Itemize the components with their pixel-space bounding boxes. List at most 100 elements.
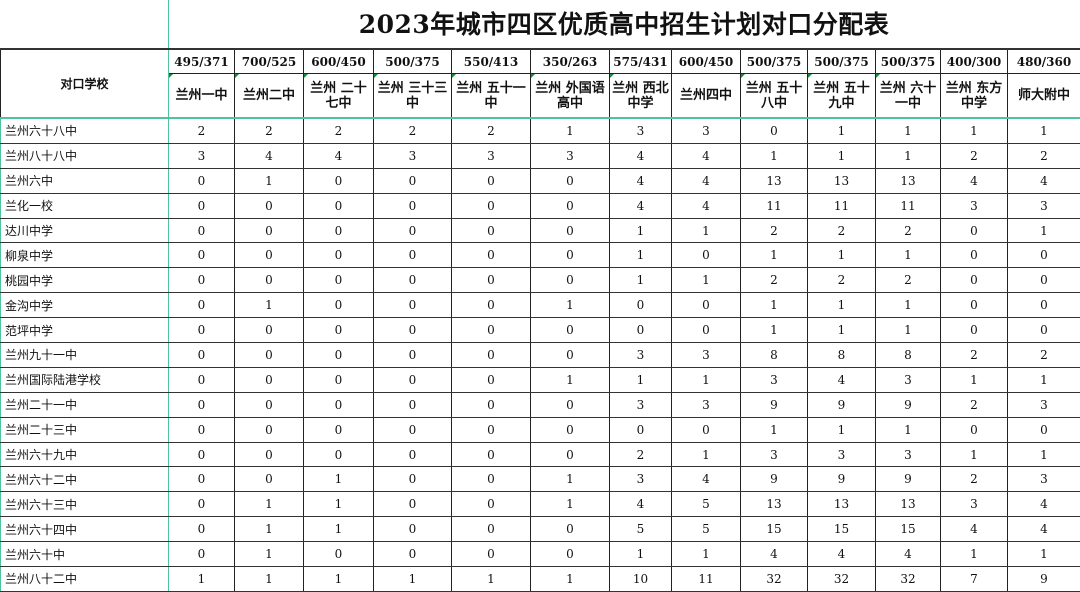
quota-cell[interactable]: 0 (169, 318, 235, 343)
quota-cell[interactable]: 0 (941, 417, 1008, 442)
quota-cell[interactable]: 1 (672, 442, 741, 467)
quota-cell[interactable]: 4 (235, 143, 304, 168)
column-school-name[interactable]: 兰州 五十一中 (452, 74, 531, 119)
quota-cell[interactable]: 4 (672, 143, 741, 168)
quota-cell[interactable]: 0 (941, 293, 1008, 318)
quota-cell[interactable]: 0 (452, 168, 531, 193)
quota-cell[interactable]: 9 (808, 467, 876, 492)
quota-cell[interactable]: 0 (531, 442, 610, 467)
quota-cell[interactable]: 1 (941, 367, 1008, 392)
quota-cell[interactable]: 0 (235, 392, 304, 417)
quota-cell[interactable]: 1 (610, 243, 672, 268)
quota-cell[interactable]: 9 (876, 392, 941, 417)
column-quota[interactable]: 500/375 (876, 49, 941, 74)
quota-cell[interactable]: 1 (876, 118, 941, 143)
quota-cell[interactable]: 2 (452, 118, 531, 143)
quota-cell[interactable]: 0 (169, 343, 235, 368)
quota-cell[interactable]: 0 (374, 417, 452, 442)
quota-cell[interactable]: 3 (741, 442, 808, 467)
quota-cell[interactable]: 0 (304, 343, 374, 368)
quota-cell[interactable]: 1 (1008, 367, 1080, 392)
quota-cell[interactable]: 1 (672, 542, 741, 567)
quota-cell[interactable]: 0 (374, 268, 452, 293)
quota-cell[interactable]: 3 (1008, 392, 1080, 417)
quota-cell[interactable]: 0 (452, 343, 531, 368)
quota-cell[interactable]: 0 (1008, 243, 1080, 268)
column-school-name[interactable]: 兰州四中 (672, 74, 741, 119)
row-school-name[interactable]: 兰州八十二中 (1, 567, 169, 592)
quota-cell[interactable]: 0 (169, 367, 235, 392)
row-school-name[interactable]: 兰州二十一中 (1, 392, 169, 417)
quota-cell[interactable]: 4 (1008, 492, 1080, 517)
quota-cell[interactable]: 0 (235, 417, 304, 442)
quota-cell[interactable]: 0 (374, 293, 452, 318)
quota-cell[interactable]: 0 (531, 243, 610, 268)
quota-cell[interactable]: 0 (452, 542, 531, 567)
quota-cell[interactable]: 5 (672, 492, 741, 517)
row-school-name[interactable]: 兰州六十四中 (1, 517, 169, 542)
quota-cell[interactable]: 0 (304, 268, 374, 293)
quota-cell[interactable]: 1 (610, 367, 672, 392)
quota-cell[interactable]: 1 (808, 318, 876, 343)
quota-cell[interactable]: 0 (374, 467, 452, 492)
quota-cell[interactable]: 0 (374, 318, 452, 343)
quota-cell[interactable]: 0 (1008, 417, 1080, 442)
quota-cell[interactable]: 0 (169, 542, 235, 567)
quota-cell[interactable]: 0 (452, 218, 531, 243)
quota-cell[interactable]: 4 (941, 517, 1008, 542)
quota-cell[interactable]: 0 (531, 417, 610, 442)
column-quota[interactable]: 495/371 (169, 49, 235, 74)
quota-cell[interactable]: 1 (876, 417, 941, 442)
column-school-name[interactable]: 兰州 西北中学 (610, 74, 672, 119)
quota-cell[interactable]: 0 (672, 293, 741, 318)
quota-cell[interactable]: 4 (672, 168, 741, 193)
quota-cell[interactable]: 0 (169, 193, 235, 218)
quota-cell[interactable]: 0 (672, 417, 741, 442)
quota-cell[interactable]: 3 (672, 392, 741, 417)
quota-cell[interactable]: 0 (169, 243, 235, 268)
quota-cell[interactable]: 0 (374, 367, 452, 392)
quota-cell[interactable]: 0 (374, 517, 452, 542)
quota-cell[interactable]: 1 (741, 293, 808, 318)
row-school-name[interactable]: 范坪中学 (1, 318, 169, 343)
quota-cell[interactable]: 2 (941, 467, 1008, 492)
quota-cell[interactable]: 2 (941, 143, 1008, 168)
quota-cell[interactable]: 1 (741, 318, 808, 343)
quota-cell[interactable]: 1 (876, 243, 941, 268)
row-school-name[interactable]: 兰州六十中 (1, 542, 169, 567)
quota-cell[interactable]: 0 (941, 218, 1008, 243)
quota-cell[interactable]: 11 (672, 567, 741, 592)
quota-cell[interactable]: 3 (741, 367, 808, 392)
quota-cell[interactable]: 9 (876, 467, 941, 492)
quota-cell[interactable]: 1 (808, 143, 876, 168)
quota-cell[interactable]: 3 (941, 193, 1008, 218)
quota-cell[interactable]: 0 (741, 118, 808, 143)
quota-cell[interactable]: 3 (876, 442, 941, 467)
quota-cell[interactable]: 0 (304, 442, 374, 467)
quota-cell[interactable]: 11 (808, 193, 876, 218)
column-quota[interactable]: 550/413 (452, 49, 531, 74)
quota-cell[interactable]: 3 (610, 467, 672, 492)
quota-cell[interactable]: 1 (672, 268, 741, 293)
quota-cell[interactable]: 2 (741, 218, 808, 243)
quota-cell[interactable]: 11 (741, 193, 808, 218)
quota-cell[interactable]: 1 (235, 492, 304, 517)
column-school-name[interactable]: 兰州一中 (169, 74, 235, 119)
quota-cell[interactable]: 0 (531, 343, 610, 368)
quota-cell[interactable]: 1 (304, 492, 374, 517)
quota-cell[interactable]: 0 (531, 517, 610, 542)
quota-cell[interactable]: 3 (169, 143, 235, 168)
quota-cell[interactable]: 4 (610, 143, 672, 168)
quota-cell[interactable]: 4 (808, 367, 876, 392)
quota-cell[interactable]: 2 (374, 118, 452, 143)
quota-cell[interactable]: 0 (169, 268, 235, 293)
quota-cell[interactable]: 0 (235, 367, 304, 392)
quota-cell[interactable]: 11 (876, 193, 941, 218)
quota-cell[interactable]: 0 (374, 542, 452, 567)
quota-cell[interactable]: 13 (741, 168, 808, 193)
quota-cell[interactable]: 1 (741, 243, 808, 268)
column-quota[interactable]: 600/450 (304, 49, 374, 74)
quota-cell[interactable]: 1 (610, 542, 672, 567)
row-school-name[interactable]: 兰州九十一中 (1, 343, 169, 368)
quota-cell[interactable]: 0 (374, 168, 452, 193)
